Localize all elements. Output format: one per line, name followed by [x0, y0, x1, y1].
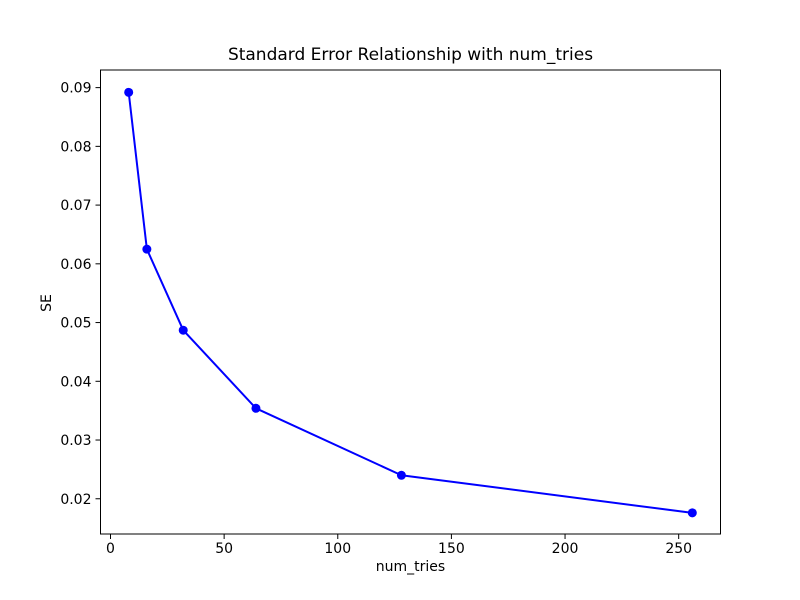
y-tick-label: 0.09: [60, 81, 91, 97]
x-axis-label: num_tries: [375, 559, 446, 575]
data-point: [396, 470, 406, 480]
y-tick-label: 0.06: [60, 257, 91, 273]
data-point: [178, 325, 188, 335]
chart-title: Standard Error Relationship with num_tri…: [227, 45, 594, 65]
y-tick-label: 0.04: [60, 374, 91, 390]
data-point: [124, 87, 134, 97]
y-tick-label: 0.05: [60, 316, 91, 332]
x-tick-label: 100: [324, 541, 351, 557]
data-point: [251, 403, 261, 413]
x-tick-label: 250: [665, 541, 692, 557]
y-tick-label: 0.03: [60, 433, 91, 449]
data-point: [142, 244, 152, 254]
plot-frame: [100, 69, 721, 535]
y-axis-label: SE: [39, 294, 55, 312]
x-tick-label: 150: [438, 541, 465, 557]
y-tick-label: 0.02: [60, 492, 91, 508]
x-tick-label: 200: [552, 541, 579, 557]
y-tick-label: 0.08: [60, 139, 91, 155]
series-line: [127, 92, 693, 514]
x-tick-label: 0: [106, 541, 115, 557]
data-point: [687, 508, 697, 518]
y-tick-label: 0.07: [60, 198, 91, 214]
x-tick-label: 50: [215, 541, 233, 557]
